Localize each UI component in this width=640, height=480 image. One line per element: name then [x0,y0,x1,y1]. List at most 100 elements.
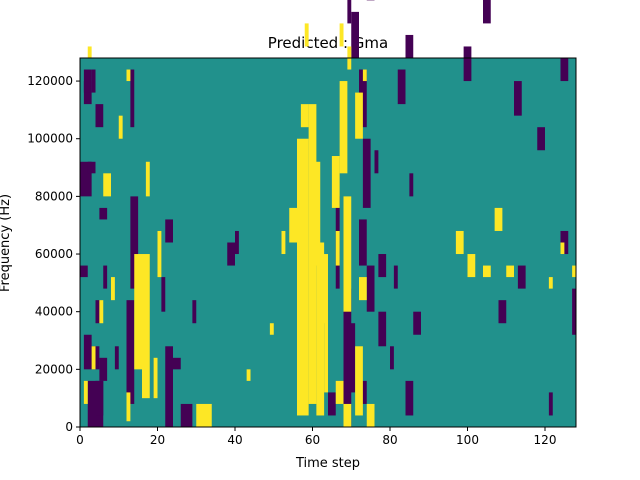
heatmap-cell-high [331,156,340,208]
heatmap-cell-low [83,69,92,93]
y-tick-label: 120000 [27,74,73,88]
heatmap-cell-low [405,34,414,58]
heatmap-cell-high [204,403,212,427]
heatmap-cell-low [328,392,336,416]
heatmap-cell-low [572,288,577,335]
heatmap-cell-low [173,357,181,370]
heatmap-cell-high [483,265,491,278]
heatmap-cell-high [300,104,309,128]
heatmap-cell-low [95,104,104,128]
x-tick-label: 60 [305,433,320,447]
heatmap-cell-low [165,219,173,243]
heatmap-cell-low [95,300,100,324]
heatmap-cell-low [95,380,104,416]
heatmap-cell-low [374,150,379,174]
heatmap-cell-high [548,277,553,289]
heatmap-cell-high [506,265,514,278]
heatmap-cell-low [378,254,387,278]
heatmap-cell-high [343,196,352,312]
heatmap-cell-high [134,254,142,370]
heatmap-cell-high [142,254,150,399]
heatmap-cell-low [405,380,414,416]
heatmap-cell-low [235,230,239,255]
x-tick-label: 0 [76,433,84,447]
heatmap-cell-high [572,265,577,278]
heatmap-cell-high [269,323,274,335]
heatmap-cell-low [130,196,139,289]
heatmap-cell-high [297,138,309,416]
heatmap-cell-low [99,207,108,220]
heatmap-cell-high [455,230,464,255]
heatmap-cell-low [130,69,135,128]
y-tick-label: 40000 [35,305,73,319]
heatmap-cell-low [537,127,545,151]
heatmap-cell-low [483,0,491,24]
chart-title: Predicted : Gma [268,34,388,52]
heatmap-cell-low [347,0,352,24]
heatmap-cell-low [343,288,352,428]
heatmap-cell-high [91,346,96,370]
heatmap-cell-high [320,254,328,324]
x-axis-label: Time step [295,456,360,471]
heatmap-cell-high [467,254,476,278]
x-tick-label: 100 [456,433,479,447]
heatmap-cell-low [413,311,421,335]
heatmap-cells [80,0,577,428]
heatmap-cell-low [99,357,108,381]
heatmap-cell-low [378,311,387,347]
heatmap-cell-high [316,242,325,416]
y-tick-label: 0 [65,420,73,434]
heatmap-cell-high [312,161,321,266]
heatmap-cell-high [355,346,363,416]
heatmap-cell-high [246,369,251,381]
heatmap-cell-high [355,92,363,139]
heatmap-cell-low [103,265,108,289]
y-axis: 0 20000 40000 60000 80000 100000 120000 [27,74,80,434]
heatmap-cell-low [362,138,371,208]
y-tick-label: 60000 [35,247,73,261]
heatmap-cell-low [463,46,472,82]
heatmap-cell-low [347,323,356,393]
heatmap-cell-high [339,23,344,47]
heatmap-cell-high [196,403,204,427]
heatmap-cell-low [83,334,92,370]
heatmap-cell-high [157,230,162,278]
y-axis-label: Frequency (Hz) [0,194,13,292]
heatmap-cell-high [359,277,367,301]
heatmap-cell-high [560,242,565,255]
heatmap-cell-high [99,300,104,324]
heatmap-cell-low [192,300,197,324]
x-tick-label: 20 [150,433,165,447]
heatmap-cell-high [118,115,123,139]
heatmap-cell-high [289,207,297,243]
heatmap-cell-low [560,58,569,82]
heatmap-cell-low [87,161,96,174]
heatmap-cell-low [351,11,359,59]
heatmap-cell-low [517,265,526,289]
heatmap-cell-high [111,277,115,301]
heatmap-cell-low [366,265,375,312]
plot-area [80,0,577,428]
heatmap-cell-high [362,69,367,82]
heatmap-cell-low [359,219,367,266]
heatmap-cell-high [153,357,158,399]
heatmap-cell-low [397,69,406,105]
x-tick-label: 80 [382,433,397,447]
heatmap-cell-low [409,173,414,197]
heatmap-cell-low [80,265,88,278]
heatmap-cell-high [126,69,131,82]
heatmap-cell-high [335,230,340,266]
heatmap-cell-high [324,311,329,393]
heatmap-cell-low [498,300,507,324]
x-tick-label: 120 [534,433,557,447]
heatmap-cell-high [304,23,309,47]
y-tick-label: 100000 [27,132,73,146]
heatmap-cell-high [366,403,375,427]
heatmap-cell-low [180,403,193,427]
heatmap-cell-low [114,346,119,370]
x-tick-label: 40 [227,433,242,447]
heatmap-cell-low [126,300,135,404]
heatmap-cell-high [339,81,348,174]
y-tick-label: 80000 [35,189,73,203]
